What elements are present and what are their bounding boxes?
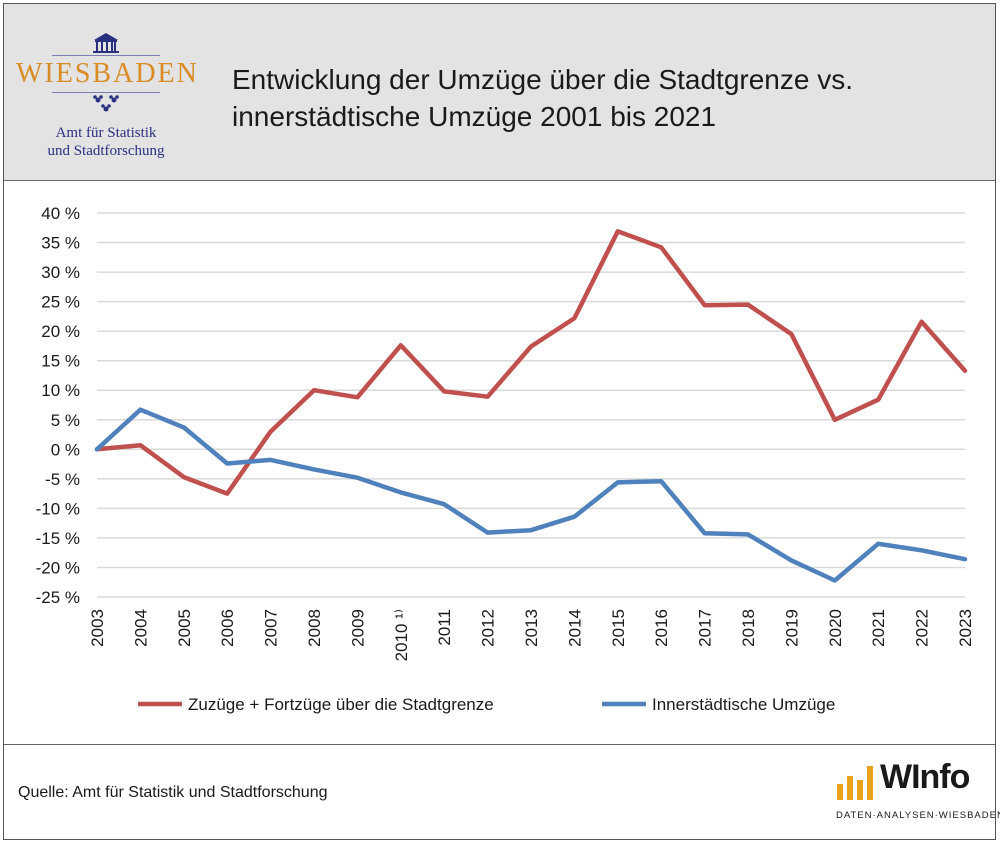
brand-name: WInfo — [880, 758, 970, 796]
x-tick-label: 2021 — [869, 609, 888, 647]
logo-city-name: WIESBADEN — [16, 58, 199, 89]
x-tick-label: 2012 — [479, 609, 498, 647]
header: WIESBADEN Amt für Statistik und Stadtfor… — [4, 4, 995, 181]
chart-title-line1: Entwicklung der Umzüge über die Stadtgre… — [232, 64, 853, 95]
x-tick-label: 2023 — [956, 609, 975, 647]
y-tick-label: -5 % — [45, 470, 80, 489]
x-tick-label: 2008 — [305, 609, 324, 647]
x-tick-label: 2013 — [522, 609, 541, 647]
x-tick-label: 2020 — [826, 609, 845, 647]
x-tick-label: 2007 — [262, 609, 281, 647]
x-tick-label: 2022 — [913, 609, 932, 647]
chart-title-line2: innerstädtische Umzüge 2001 bis 2021 — [232, 101, 717, 132]
lilies-emblem-icon — [52, 92, 160, 112]
source-note: Quelle: Amt für Statistik und Stadtforsc… — [18, 784, 328, 801]
chart-title: Entwicklung der Umzüge über die Stadtgre… — [232, 61, 972, 135]
figure-frame — [3, 3, 996, 840]
x-tick-label: 2009 — [348, 609, 367, 647]
y-tick-label: 35 % — [41, 234, 80, 253]
x-tick-label: 2003 — [88, 609, 107, 647]
y-tick-label: -25 % — [36, 588, 80, 607]
kurhaus-emblem-icon — [52, 33, 160, 56]
y-tick-label: -20 % — [36, 558, 80, 577]
y-tick-label: 15 % — [41, 352, 80, 371]
y-tick-label: 30 % — [41, 263, 80, 282]
series-line-1 — [94, 229, 968, 496]
x-tick-label: 2004 — [131, 609, 150, 647]
y-tick-label: 5 % — [51, 411, 80, 430]
x-tick-label: 2011 — [435, 609, 454, 646]
y-tick-label: 10 % — [41, 381, 80, 400]
logo-department: Amt für Statistik und Stadtforschung — [16, 124, 196, 160]
x-tick-label: 2005 — [175, 609, 194, 647]
x-tick-label: 2016 — [652, 609, 671, 647]
legend-label-1: Zuzüge + Fortzüge über die Stadtgrenze — [188, 695, 494, 714]
legend-label-2: Innerstädtische Umzüge — [652, 695, 835, 714]
y-tick-label: 25 % — [41, 293, 80, 312]
x-tick-label: 2014 — [565, 609, 584, 647]
logo-department-line1: Amt für Statistik — [55, 125, 157, 141]
x-tick-label: 2019 — [782, 609, 801, 647]
y-tick-label: -15 % — [36, 529, 80, 548]
x-tick-label: 2006 — [218, 609, 237, 647]
bar-chart-icon — [837, 766, 873, 800]
winfo-brand-logo: WInfo DATEN·ANALYSEN·WIESBADEN — [836, 758, 1000, 830]
x-tick-label: 2018 — [739, 609, 758, 647]
y-tick-label: -10 % — [36, 499, 80, 518]
y-tick-label: 0 % — [51, 440, 80, 459]
x-tick-label: 2017 — [696, 609, 715, 647]
x-tick-label: 2010 ¹⁾ — [392, 609, 411, 661]
logo-department-line2: und Stadtforschung — [47, 143, 165, 159]
y-tick-label: 40 % — [41, 204, 80, 223]
line-chart: 40 % 35 % 30 % 25 % 20 % 15 % 10 % 5 % 0 % -5 % -1… — [36, 204, 975, 714]
wiesbaden-logo: WIESBADEN Amt für Statistik und Stadtfor… — [16, 30, 199, 160]
footer-divider — [4, 744, 995, 745]
x-tick-label: 2015 — [609, 609, 628, 647]
series-line-2 — [94, 407, 968, 583]
y-tick-label: 20 % — [41, 322, 80, 341]
brand-tagline: DATEN·ANALYSEN·WIESBADEN — [836, 810, 1000, 821]
